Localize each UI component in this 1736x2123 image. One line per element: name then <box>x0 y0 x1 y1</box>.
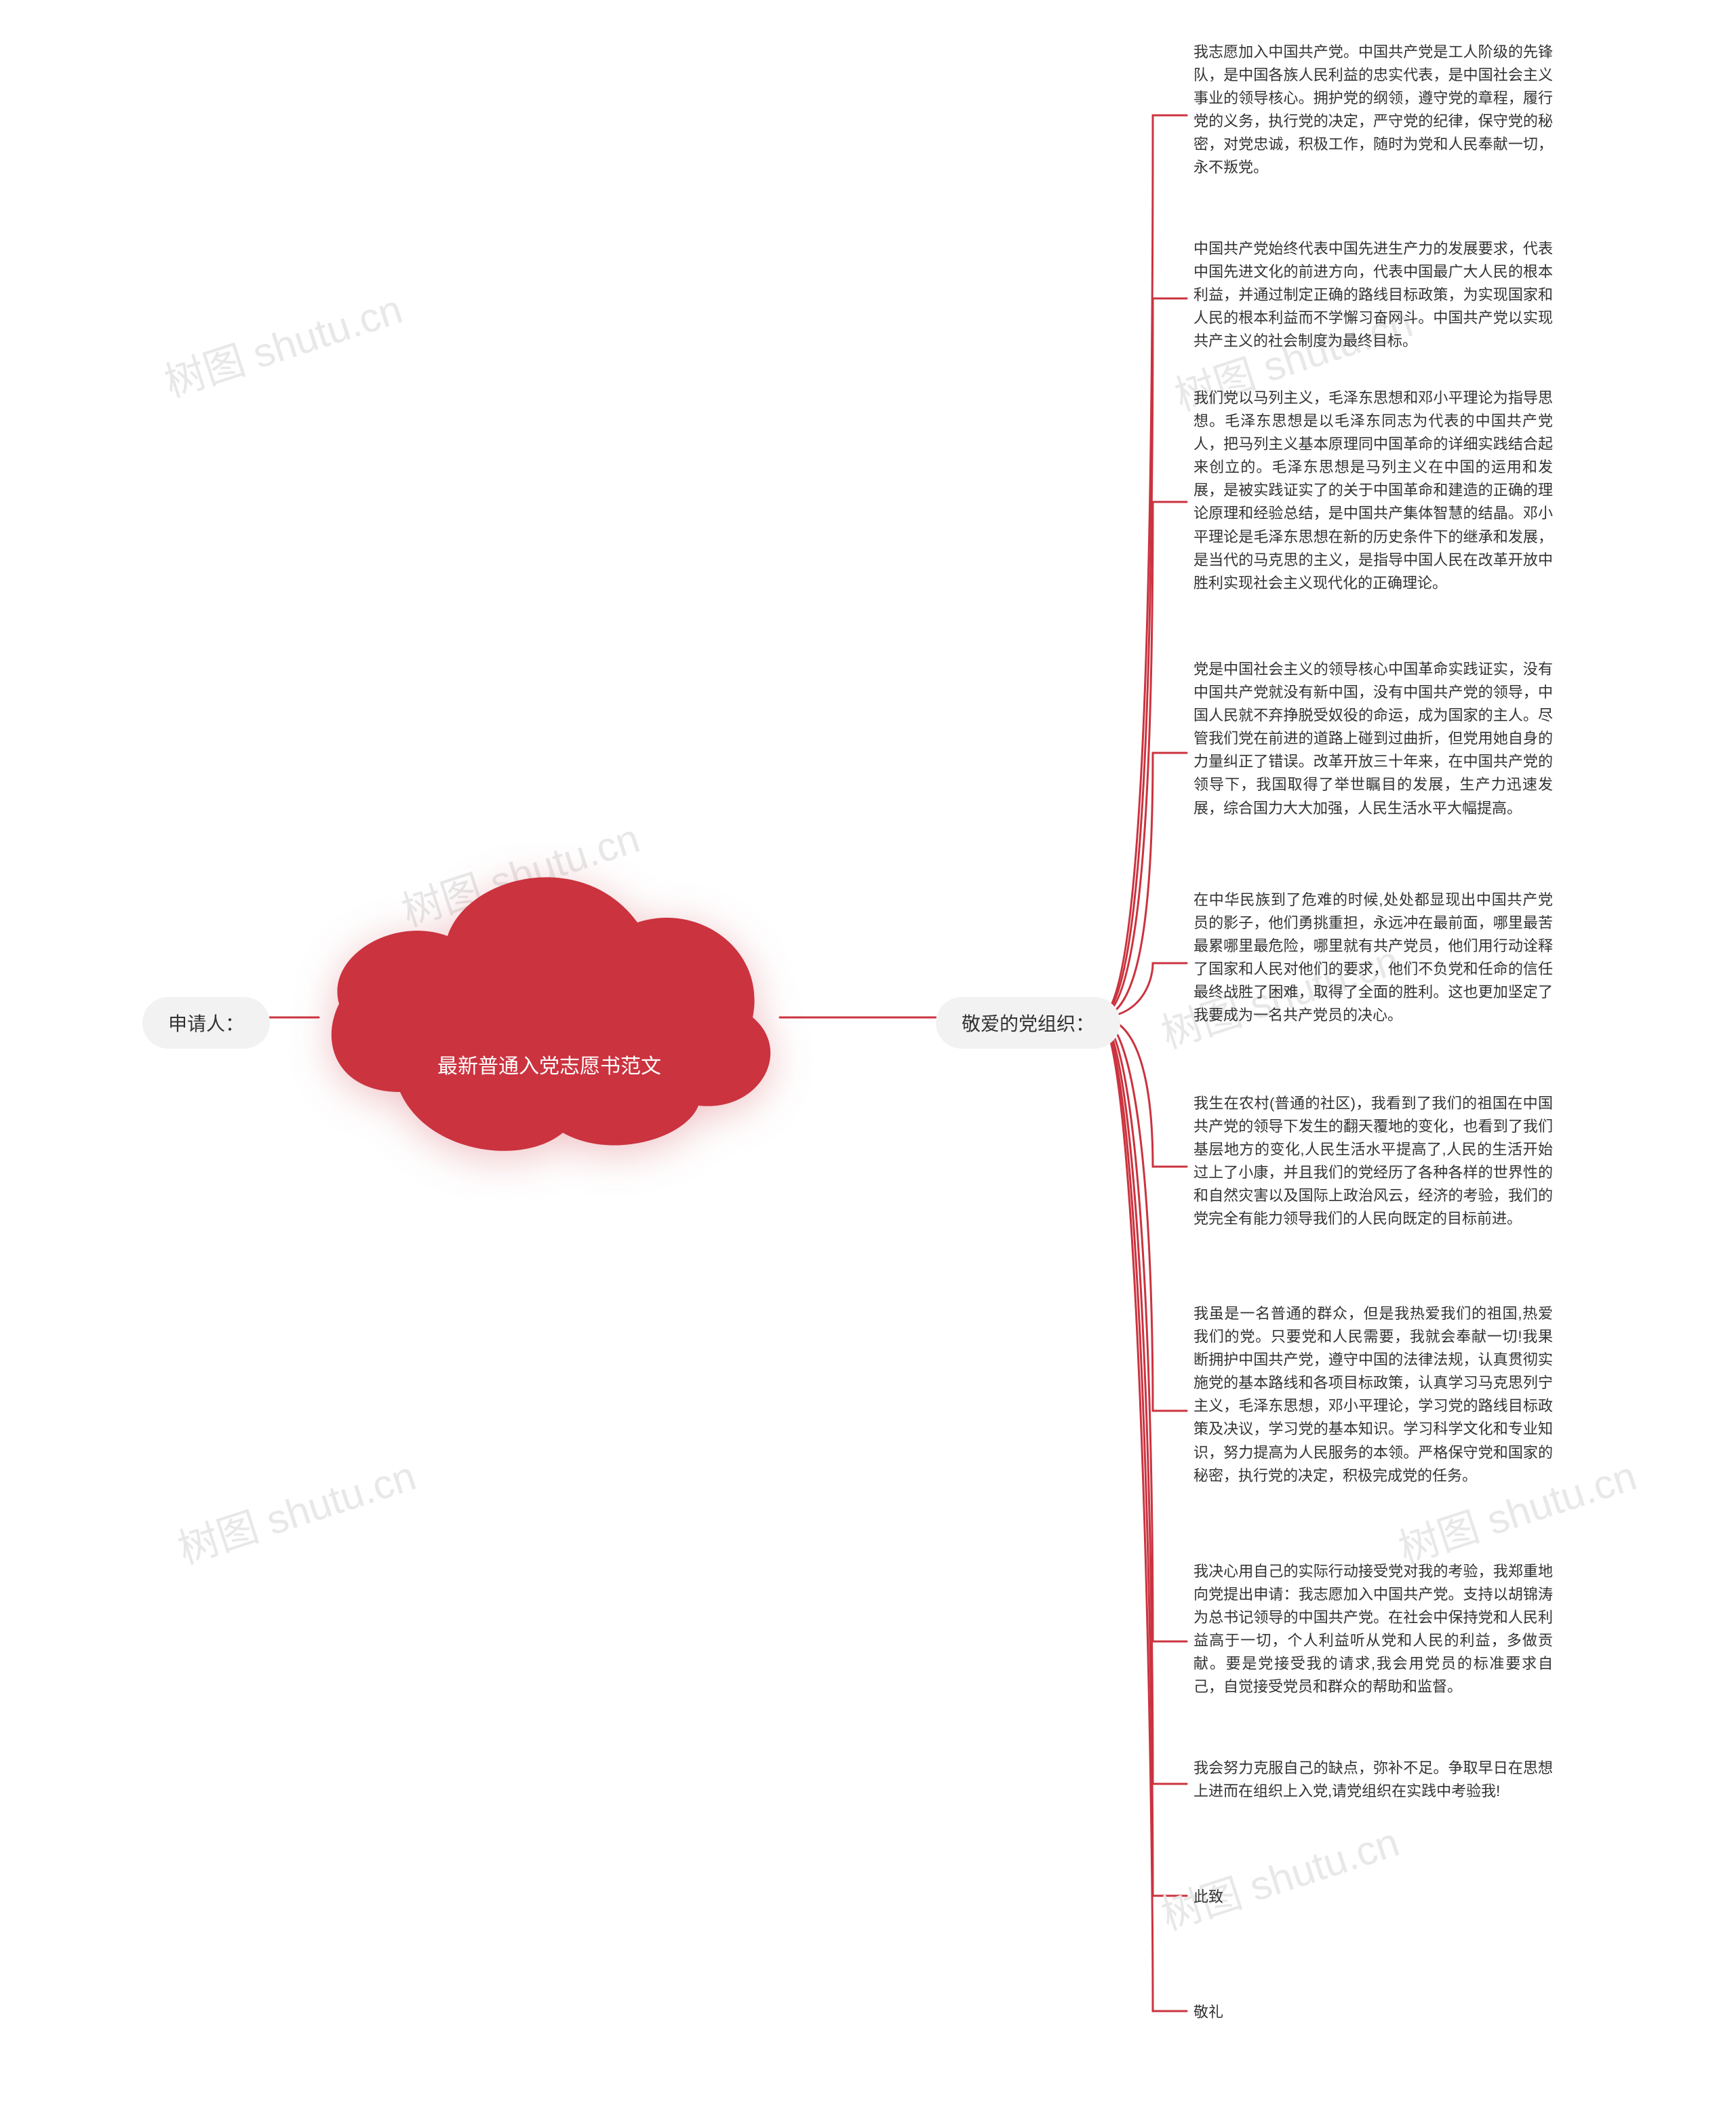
leaf-paragraph[interactable]: 我们党以马列主义，毛泽东思想和邓小平理论为指导思想。毛泽东思想是以毛泽东同志为代… <box>1194 387 1553 595</box>
leaf-paragraph[interactable]: 我虽是一名普通的群众，但是我热爱我们的祖国,热爱我们的党。只要党和人民需要，我就… <box>1194 1302 1553 1487</box>
leaf-closing-cizhi[interactable]: 此致 <box>1194 1886 1223 1909</box>
branch-organization[interactable]: 敬爱的党组织： <box>936 997 1120 1049</box>
center-node-cloud[interactable]: 最新普通入党志愿书范文 <box>319 861 780 1160</box>
leaf-paragraph[interactable]: 在中华民族到了危难的时候,处处都显现出中国共产党员的影子，他们勇挑重担，永远冲在… <box>1194 889 1553 1028</box>
leaf-paragraph[interactable]: 我决心用自己的实际行动接受党对我的考验，我郑重地向党提出申请：我志愿加入中国共产… <box>1194 1560 1553 1699</box>
branch-organization-label: 敬爱的党组织： <box>962 1013 1094 1034</box>
leaf-paragraph[interactable]: 我志愿加入中国共产党。中国共产党是工人阶级的先锋队，是中国各族人民利益的忠实代表… <box>1194 41 1553 180</box>
leaf-paragraph[interactable]: 我会努力克服自己的缺点，弥补不足。争取早日在思想上进而在组织上入党,请党组织在实… <box>1194 1757 1553 1803</box>
branch-applicant[interactable]: 申请人： <box>142 997 270 1049</box>
leaf-paragraph[interactable]: 我生在农村(普通的社区)，我看到了我们的祖国在中国共产党的领导下发生的翻天覆地的… <box>1194 1092 1553 1231</box>
watermark: 树图 shutu.cn <box>156 277 409 409</box>
leaf-paragraph[interactable]: 中国共产党始终代表中国先进生产力的发展要求，代表中国先进文化的前进方向，代表中国… <box>1194 237 1553 353</box>
center-node-label: 最新普通入党志愿书范文 <box>319 1049 780 1079</box>
watermark: 树图 shutu.cn <box>170 1443 422 1576</box>
watermark: 树图 shutu.cn <box>1153 1810 1406 1942</box>
branch-applicant-label: 申请人： <box>168 1013 244 1034</box>
cloud-icon <box>319 861 780 1160</box>
leaf-closing-jingli[interactable]: 敬礼 <box>1194 2001 1223 2024</box>
mindmap-canvas: 树图 shutu.cn 树图 shutu.cn 树图 shutu.cn 树图 s… <box>0 0 1736 2123</box>
leaf-paragraph[interactable]: 党是中国社会主义的领导核心中国革命实践证实，没有中国共产党就没有新中国，没有中国… <box>1194 658 1553 820</box>
